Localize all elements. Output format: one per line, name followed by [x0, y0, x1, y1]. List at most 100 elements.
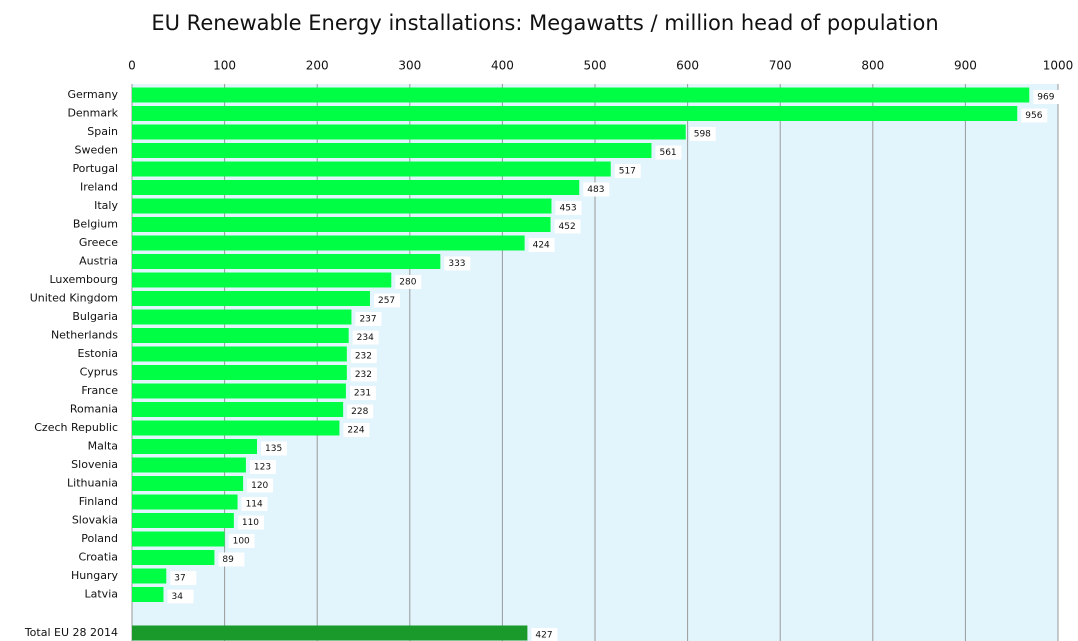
value-label: 232 [355, 370, 372, 380]
x-tick-label: 300 [398, 59, 421, 73]
value-label: 483 [587, 185, 604, 195]
value-label-box [237, 515, 264, 530]
bar [132, 217, 551, 232]
bar [132, 87, 1030, 103]
value-label: 100 [233, 537, 250, 547]
bar [132, 328, 349, 343]
value-label-box [355, 312, 382, 326]
value-label-box [247, 478, 274, 493]
value-label-box [444, 256, 471, 271]
bar [132, 625, 528, 641]
value-label-box [343, 423, 370, 437]
y-tick-label: Czech Republic [34, 421, 118, 434]
bar [132, 420, 340, 436]
y-tick-label: Slovakia [72, 514, 118, 527]
bar [132, 180, 580, 195]
value-label-box [655, 145, 682, 160]
y-tick-label: Hungary [71, 569, 118, 582]
value-label: 135 [265, 444, 282, 454]
value-label: 427 [535, 631, 552, 641]
y-tick-label: Italy [94, 199, 118, 212]
bar [132, 198, 552, 214]
value-label: 231 [354, 389, 371, 399]
bar [132, 235, 525, 251]
value-label-box [170, 571, 197, 585]
y-tick-label: Lithuania [67, 477, 118, 490]
y-tick-label: Spain [87, 125, 118, 138]
value-label: 956 [1025, 111, 1042, 121]
bar [132, 309, 352, 325]
x-tick-label: 200 [306, 59, 329, 73]
y-tick-label: Poland [81, 532, 118, 545]
x-tick-label: 100 [213, 59, 236, 73]
value-label: 452 [559, 222, 576, 232]
bar [132, 346, 347, 362]
y-tick-label: Cyprus [80, 366, 119, 379]
y-tick-label: Ireland [80, 181, 118, 194]
y-tick-label: Netherlands [51, 329, 118, 342]
y-tick-label: Austria [79, 255, 118, 268]
bar [132, 568, 167, 584]
value-label-box [554, 219, 581, 234]
bar [132, 457, 246, 473]
value-label-box [583, 182, 610, 197]
value-label: 110 [242, 518, 259, 528]
bar [132, 476, 244, 491]
value-label: 424 [533, 241, 550, 251]
y-tick-label: Estonia [78, 347, 119, 360]
bar [132, 254, 441, 269]
bar [132, 531, 225, 547]
y-tick-label: Portugal [72, 162, 118, 175]
x-tick-label: 900 [954, 59, 977, 73]
y-tick-label: Greece [79, 236, 118, 249]
value-label: 120 [251, 481, 268, 491]
value-label-box [352, 330, 379, 345]
y-tick-label: France [81, 384, 118, 397]
bar [132, 439, 258, 454]
value-label: 237 [359, 315, 376, 325]
y-tick-label: Luxembourg [49, 273, 118, 286]
y-tick-label: Finland [79, 495, 118, 508]
value-label: 333 [448, 259, 465, 269]
value-label: 123 [254, 463, 271, 473]
value-label-box [689, 127, 716, 141]
y-tick-label: Romania [70, 403, 118, 416]
y-tick-label: United Kingdom [30, 292, 118, 305]
y-tick-label: Malta [88, 440, 118, 453]
bar [132, 124, 686, 140]
x-tick-label: 500 [584, 59, 607, 73]
bar [132, 161, 611, 177]
value-label: 969 [1037, 93, 1054, 103]
value-label: 561 [659, 148, 676, 158]
value-label: 114 [246, 500, 263, 510]
value-label-box [167, 589, 194, 604]
value-label: 89 [222, 555, 234, 565]
x-tick-label: 800 [861, 59, 884, 73]
value-label-box [614, 164, 641, 178]
value-label-box [1033, 90, 1060, 104]
x-tick-label: 600 [676, 59, 699, 73]
value-label-box [261, 441, 288, 456]
value-label: 228 [351, 407, 368, 417]
value-label-box [218, 552, 245, 567]
y-tick-label: Belgium [73, 218, 118, 231]
value-label-box [1021, 108, 1048, 123]
bar [132, 587, 164, 602]
value-label-box [528, 238, 555, 252]
value-label: 224 [347, 426, 364, 436]
y-tick-label: Slovenia [71, 458, 118, 471]
value-label-box [350, 367, 377, 382]
y-tick-label: Bulgaria [72, 310, 118, 323]
value-label: 234 [357, 333, 374, 343]
value-label: 37 [174, 574, 185, 584]
value-label-box [555, 201, 582, 215]
bar [132, 402, 344, 417]
value-label: 598 [694, 130, 711, 140]
bar [132, 494, 238, 510]
y-tick-label: Germany [67, 88, 118, 101]
x-tick-label: 400 [491, 59, 514, 73]
value-label-box [249, 460, 276, 474]
bar [132, 291, 370, 306]
y-tick-label: Denmark [67, 107, 118, 120]
